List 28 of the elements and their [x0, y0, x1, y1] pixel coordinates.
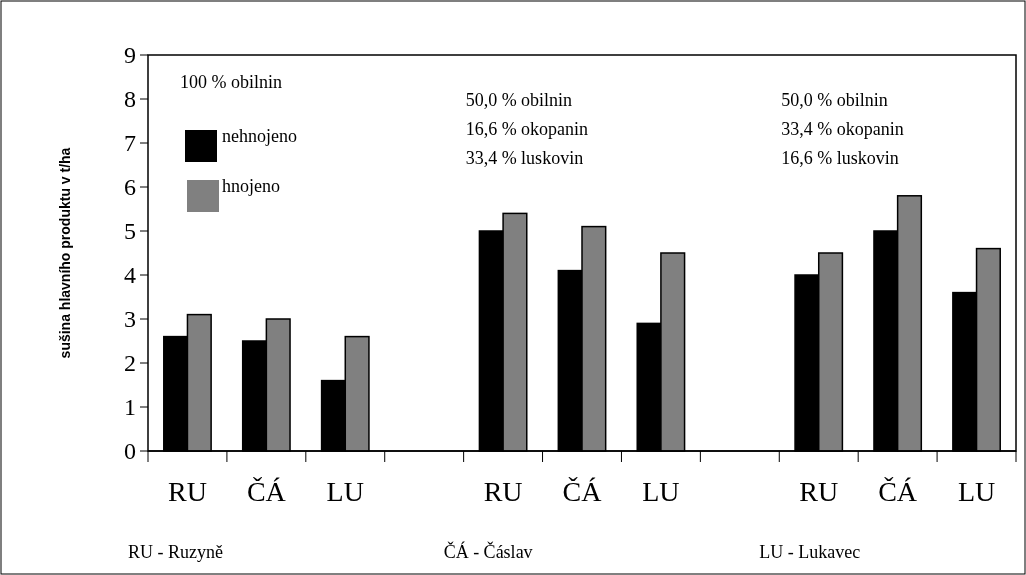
y-tick-label: 5 — [124, 218, 136, 245]
y-tick-label: 9 — [124, 42, 136, 69]
x-tick-label: RU — [168, 476, 207, 507]
x-tick-label: RU — [483, 476, 523, 507]
y-tick-label: 3 — [124, 306, 136, 333]
y-tick-label: 2 — [124, 350, 136, 377]
y-tick-label: 7 — [124, 130, 136, 157]
y-axis-title: sušina hlavního produktu v t/ha — [57, 147, 73, 359]
annotation: 100 % obilnin — [180, 72, 282, 92]
legend-label: hnojeno — [222, 176, 280, 196]
y-tick-label: 1 — [124, 394, 136, 421]
y-tick-label: 0 — [124, 438, 136, 465]
y-tick-label: 8 — [124, 86, 136, 113]
y-tick-label: 6 — [124, 174, 136, 201]
x-tick-label: ČÁ — [246, 476, 287, 507]
x-tick-label: ČÁ — [878, 476, 918, 507]
text: RU - Ruzyně — [128, 542, 223, 562]
x-tick-label: RU — [799, 476, 839, 507]
x-tick-label: ČÁ — [562, 476, 603, 507]
y-tick-label: 4 — [124, 262, 136, 289]
x-tick-label: LU — [326, 476, 364, 507]
annotation: 50,0 % obilnin 33,4 % okopanin 16,6 % luskovin — [781, 90, 904, 168]
x-tick-label: LU — [642, 476, 680, 507]
annotation: 50,0 % obilnin 16,6 % okopanin 33,4 % luskovin — [465, 90, 589, 168]
text: LU - Lukavec — [759, 542, 861, 562]
x-tick-label: LU — [957, 476, 996, 507]
text: ČÁ - Čáslav — [443, 541, 533, 562]
legend-label: nehnojeno — [222, 126, 297, 146]
